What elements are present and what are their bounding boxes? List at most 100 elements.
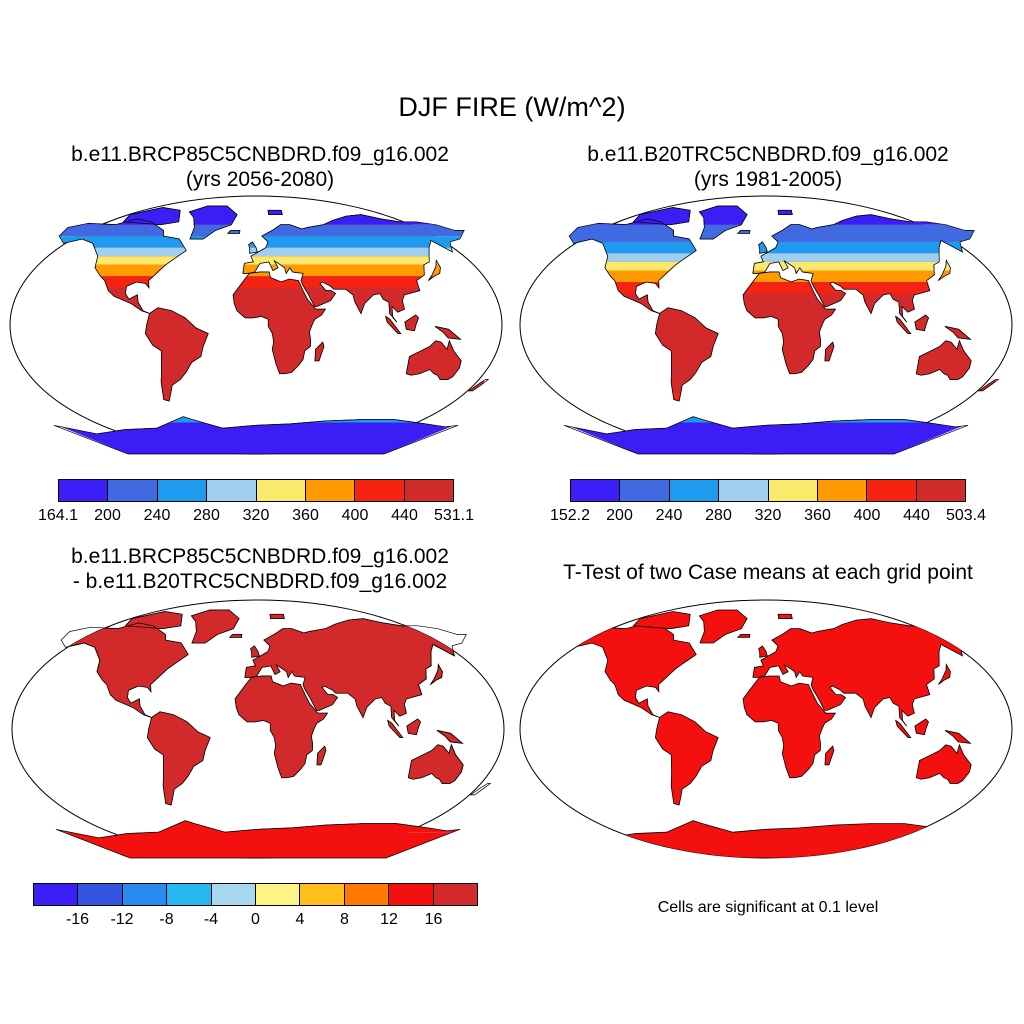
coastline-newGuinea <box>944 326 972 340</box>
colorbar-swatch <box>867 480 917 501</box>
figure-title: DJF FIRE (W/m^2) <box>398 92 626 122</box>
coastline-uk <box>248 241 258 254</box>
colorbar-historical <box>570 479 966 502</box>
colorbar-swatch <box>389 884 434 905</box>
climate-band <box>59 832 457 858</box>
colorbar-tick-label: 280 <box>193 507 220 524</box>
coastline-newZealand <box>977 379 1000 392</box>
coastline-iceland <box>229 634 243 638</box>
coastline-svalbard <box>267 209 283 215</box>
coastline-canadianIslands <box>122 207 181 226</box>
land-uk <box>758 645 768 658</box>
coastline-borneo <box>404 314 419 332</box>
coastline-borneo <box>914 314 929 332</box>
colorbar-tick-label: -4 <box>203 911 219 928</box>
colorbar-tick-label: 16 <box>424 911 443 928</box>
colorbar-tick-label: 240 <box>655 507 683 524</box>
colorbar-swatch <box>355 480 405 501</box>
colorbar-tick-label: 503.4 <box>945 507 987 524</box>
colorbar-tick-label: 152.2 <box>549 507 591 524</box>
coastline-northAmerica <box>58 218 187 314</box>
colorbar-swatch <box>620 480 670 501</box>
coastline-sumatra <box>385 315 402 334</box>
coastline-madagascar <box>316 745 327 766</box>
coastline-antarctica <box>53 416 459 455</box>
map-future <box>9 195 503 455</box>
colorbar-swatch <box>78 884 123 905</box>
coastline-japan <box>938 259 951 281</box>
colorbar-swatch <box>916 480 965 501</box>
coastline-antarctica <box>563 416 969 455</box>
coastline-madagascar <box>314 341 325 362</box>
colorbar-future-labels: 164.1 200 240 280 320 360 400 440 531.1 <box>38 507 474 527</box>
colorbar-future <box>58 479 454 502</box>
colorbar-historical-labels: 152.2 200 240 280 320 360 400 440 503.4 <box>550 507 986 527</box>
colorbar-swatch <box>817 480 868 501</box>
coastline-eurasia <box>244 618 467 727</box>
coastline-canadianIslands <box>124 611 183 630</box>
map-ttest <box>519 599 1013 859</box>
colorbar-tick-label: -16 <box>65 911 90 928</box>
coastline-uk <box>758 241 768 254</box>
coastline-newZealand <box>467 379 490 392</box>
land-borneo <box>914 718 929 736</box>
colorbar-swatch <box>344 884 390 905</box>
coastline-japan <box>428 259 441 281</box>
colorbar-swatch <box>108 480 158 501</box>
coastline-svalbard <box>777 209 793 215</box>
significance-note: Cells are significant at 0.1 level <box>657 899 879 916</box>
coastline-uk <box>250 645 260 658</box>
colorbar-swatch <box>305 480 356 501</box>
coastline-eurasia <box>752 214 975 323</box>
colorbar-tick-label: 440 <box>903 507 930 524</box>
panel-future-title: b.e11.BRCP85C5CNBDRD.f09_g16.002 (yrs 20… <box>10 142 510 192</box>
coastline-southAmerica <box>145 307 209 402</box>
colorbar-tick-label: 200 <box>94 507 121 524</box>
colorbar-swatch <box>300 884 345 905</box>
coastline-greenland <box>190 609 240 644</box>
colorbar-tick-label: 164.1 <box>37 507 79 524</box>
land-africa <box>742 675 837 779</box>
colorbar-tick-label: 320 <box>754 507 782 524</box>
coastline-newGuinea <box>436 730 464 744</box>
colorbar-tick-label: 0 <box>251 911 260 928</box>
land-northAmerica <box>568 622 697 718</box>
colorbar-swatch <box>768 480 818 501</box>
land-iceland <box>736 634 751 638</box>
colorbar-tick-label: 8 <box>340 911 349 928</box>
land-madagascar <box>824 745 835 766</box>
coastline-australia <box>407 743 464 784</box>
land-southAmerica <box>654 711 719 806</box>
coastline-newGuinea <box>434 326 462 340</box>
coastline-japan <box>430 663 443 685</box>
climate-band <box>563 422 972 454</box>
land-sumatra <box>895 719 912 738</box>
colorbar-swatch <box>669 480 720 501</box>
colorbar-swatch <box>207 480 257 501</box>
colorbar-swatch <box>256 884 301 905</box>
panel-difference-title: b.e11.BRCP85C5CNBDRD.f09_g16.002 - b.e11… <box>10 544 510 594</box>
panel-future-title-line2: (yrs 2056-2080) <box>185 168 335 191</box>
climate-band <box>563 253 997 262</box>
colorbar-tick-label: 440 <box>391 507 418 524</box>
coastline-northAmerica <box>568 218 697 314</box>
colorbar-swatch <box>157 480 208 501</box>
panel-historical-title-line2: (yrs 1981-2005) <box>693 168 843 191</box>
colorbar-tick-label: 400 <box>341 507 369 524</box>
map-historical <box>519 195 1013 455</box>
colorbar-swatch <box>122 884 168 905</box>
climate-band <box>53 422 462 454</box>
panel-ttest-title: T-Test of two Case means at each grid po… <box>518 560 1018 585</box>
colorbar-difference <box>33 883 478 906</box>
land-eurasia <box>752 618 975 727</box>
colorbar-swatch <box>211 884 257 905</box>
colorbar-tick-label: 240 <box>143 507 171 524</box>
colorbar-tick-label: -12 <box>110 911 134 928</box>
colorbar-tick-label: -8 <box>159 911 174 928</box>
coastline-southAmerica <box>147 711 211 806</box>
panel-difference-title-line2: - b.e11.B20TRC5CNBDRD.f09_g16.002 <box>72 570 448 593</box>
colorbar-tick-label: 531.1 <box>433 507 475 524</box>
coastline-madagascar <box>824 341 835 362</box>
land-newGuinea <box>944 730 972 744</box>
climate-band <box>563 261 999 271</box>
